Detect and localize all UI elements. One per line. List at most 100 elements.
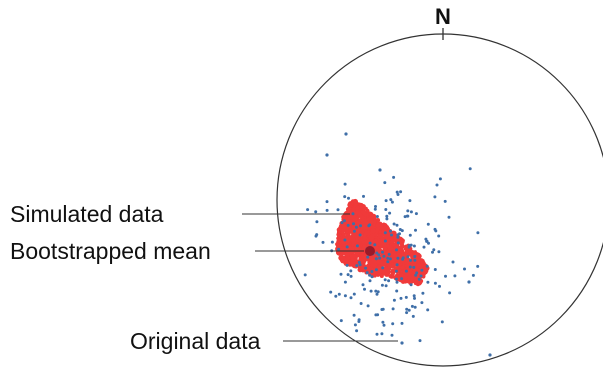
- original-point: [419, 274, 423, 278]
- original-point: [377, 253, 381, 257]
- simulated-point: [356, 230, 360, 234]
- original-point: [408, 265, 412, 269]
- original-point: [394, 277, 398, 281]
- original-point: [411, 314, 415, 318]
- original-point: [391, 322, 395, 326]
- simulated-point: [361, 240, 366, 245]
- simulated-point: [361, 206, 366, 210]
- original-point: [405, 307, 409, 311]
- original-point: [443, 199, 447, 203]
- original-point: [395, 190, 399, 194]
- simulated-point: [351, 240, 357, 245]
- simulated-point: [358, 202, 363, 207]
- original-point: [422, 245, 426, 249]
- original-point: [413, 305, 417, 309]
- original-point: [355, 264, 359, 268]
- simulated-point: [370, 228, 376, 234]
- original-point: [425, 239, 429, 243]
- original-point: [409, 258, 412, 262]
- original-point: [339, 272, 343, 276]
- simulated-point: [423, 268, 429, 274]
- original-point: [386, 260, 390, 264]
- simulated-point: [416, 263, 420, 268]
- simulated-point: [373, 274, 377, 278]
- simulated-point: [345, 233, 351, 239]
- original-point: [415, 271, 419, 275]
- original-point: [432, 248, 436, 252]
- simulated-point: [360, 210, 366, 216]
- original-point: [358, 263, 362, 267]
- original-point: [418, 339, 422, 343]
- original-point: [453, 274, 457, 278]
- original-point: [380, 283, 384, 287]
- original-point: [409, 210, 413, 214]
- simulated-point: [347, 209, 352, 213]
- original-point: [451, 260, 455, 264]
- original-point: [421, 291, 425, 295]
- simulated-point: [381, 239, 385, 243]
- original-point: [406, 214, 410, 218]
- original-point: [437, 234, 441, 238]
- original-point: [325, 153, 329, 157]
- original-point: [391, 307, 395, 311]
- original-point: [315, 220, 319, 224]
- simulated-point: [368, 216, 374, 222]
- original-point: [382, 323, 386, 327]
- simulated-point: [374, 232, 378, 237]
- original-point: [355, 329, 359, 333]
- original-point: [366, 304, 370, 308]
- simulated-point: [341, 250, 347, 256]
- original-point: [401, 256, 405, 260]
- original-point: [396, 241, 400, 245]
- simulated-point: [338, 227, 342, 232]
- simulated-point: [387, 263, 393, 269]
- original-point: [396, 235, 400, 239]
- original-point: [414, 228, 417, 232]
- original-point: [420, 301, 424, 305]
- original-point: [412, 244, 416, 248]
- original-point: [392, 298, 396, 302]
- original-point: [403, 215, 407, 219]
- original-point: [343, 182, 347, 186]
- simulated-point: [350, 254, 356, 260]
- simulated-point: [410, 255, 414, 259]
- original-point: [352, 222, 355, 226]
- original-point: [383, 231, 387, 235]
- simulated-point: [336, 235, 341, 239]
- original-point: [384, 284, 388, 288]
- simulated-point: [405, 263, 410, 268]
- original-point: [349, 269, 353, 273]
- original-point: [425, 264, 429, 268]
- original-point: [409, 283, 413, 287]
- original-point: [337, 292, 341, 296]
- original-point: [375, 215, 379, 218]
- original-point: [321, 240, 325, 244]
- original-point: [376, 290, 380, 294]
- original-point: [373, 243, 377, 247]
- simulated-point: [387, 245, 394, 251]
- original-point: [340, 221, 344, 225]
- original-point: [406, 209, 410, 213]
- original-point: [363, 287, 366, 291]
- original-point: [440, 320, 444, 324]
- simulated-point: [406, 271, 411, 276]
- original-point: [334, 294, 338, 298]
- simulated-point: [378, 222, 384, 228]
- original-point: [359, 224, 362, 228]
- original-point: [368, 223, 372, 227]
- original-point: [349, 274, 353, 278]
- simulated-point: [336, 238, 341, 243]
- original-point: [343, 294, 347, 298]
- original-point: [426, 280, 430, 284]
- original-point: [406, 255, 410, 259]
- original-point: [398, 232, 401, 236]
- original-point: [383, 278, 387, 282]
- original-point: [413, 258, 417, 262]
- original-point: [463, 267, 466, 271]
- original-point: [364, 266, 368, 270]
- original-point: [345, 263, 349, 267]
- original-point: [408, 233, 412, 237]
- original-point: [375, 332, 379, 336]
